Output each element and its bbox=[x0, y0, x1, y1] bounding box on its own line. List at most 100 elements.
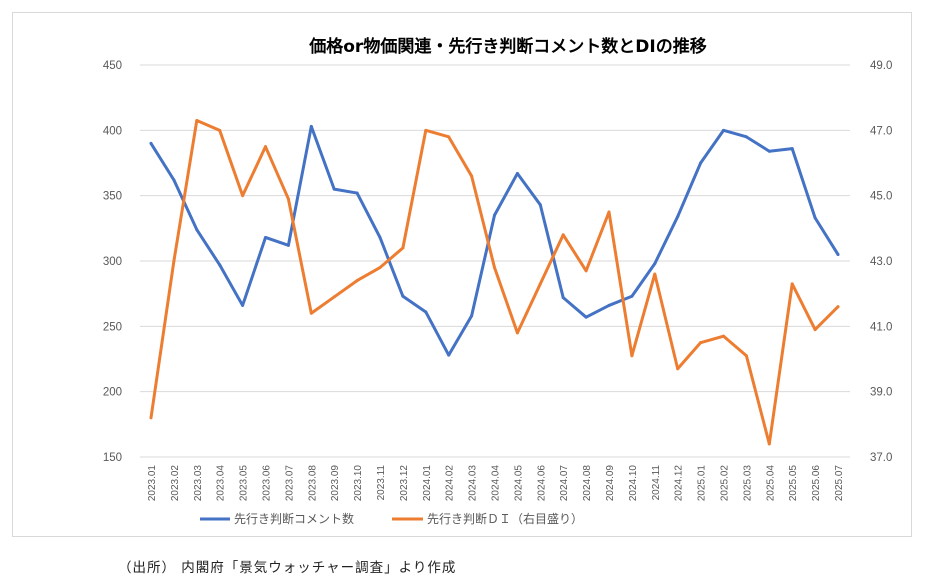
data-point bbox=[195, 228, 199, 232]
x-axis-tick-label: 2024.03 bbox=[468, 465, 479, 502]
x-axis-tick-label: 2025.05 bbox=[788, 465, 799, 502]
x-axis-tick-label: 2023.07 bbox=[284, 465, 295, 502]
x-axis-tick-label: 2024.10 bbox=[628, 465, 639, 502]
x-axis-tick-label: 2023.01 bbox=[147, 465, 158, 502]
x-axis-tick-label: 2024.11 bbox=[651, 465, 662, 501]
series-di bbox=[149, 119, 840, 446]
left-axis-tick-label: 300 bbox=[103, 256, 122, 268]
x-axis-tick-label: 2023.12 bbox=[399, 465, 410, 502]
x-axis-tick-label: 2025.06 bbox=[811, 465, 822, 502]
x-axis-tick-label: 2023.03 bbox=[193, 465, 204, 502]
x-axis-tick-label: 2025.01 bbox=[697, 465, 708, 502]
legend-label-di: 先行き判断ＤＩ（右目盛り） bbox=[427, 511, 583, 526]
left-axis-tick-label: 200 bbox=[103, 387, 122, 399]
data-point bbox=[218, 263, 222, 267]
x-axis-tick-label: 2025.03 bbox=[742, 465, 753, 502]
data-point bbox=[538, 282, 542, 286]
chart-frame bbox=[12, 12, 912, 537]
left-axis-tick-label: 350 bbox=[103, 191, 122, 203]
x-axis-tick-label: 2023.09 bbox=[330, 465, 341, 502]
data-point bbox=[630, 354, 634, 358]
data-point bbox=[653, 272, 657, 276]
x-axis-tick-label: 2024.01 bbox=[422, 465, 433, 502]
x-axis-tick-label: 2024.08 bbox=[582, 465, 593, 502]
data-point bbox=[355, 191, 359, 195]
x-axis-tick-label: 2023.02 bbox=[170, 465, 181, 502]
data-point bbox=[561, 233, 565, 237]
data-point bbox=[332, 187, 336, 191]
data-point bbox=[286, 197, 290, 201]
data-point bbox=[607, 210, 611, 214]
x-axis-tick-label: 2024.12 bbox=[674, 465, 685, 502]
data-point bbox=[149, 141, 153, 145]
data-point bbox=[332, 295, 336, 299]
data-point bbox=[813, 328, 817, 332]
data-point bbox=[172, 259, 176, 263]
x-axis-tick-label: 2025.07 bbox=[834, 465, 845, 502]
left-axis-tick-label: 400 bbox=[103, 125, 122, 137]
data-point bbox=[447, 353, 451, 357]
data-point bbox=[309, 311, 313, 315]
data-point bbox=[264, 235, 267, 239]
data-point bbox=[264, 145, 267, 149]
x-axis-tick-label: 2024.07 bbox=[559, 465, 570, 502]
x-axis-tick-label: 2024.05 bbox=[513, 465, 524, 502]
right-axis-tick-label: 43.0 bbox=[870, 256, 892, 268]
data-point bbox=[561, 296, 565, 300]
data-point bbox=[286, 243, 290, 247]
data-point bbox=[699, 161, 703, 165]
legend: 先行き判断コメント数 先行き判断ＤＩ（右目盛り） bbox=[200, 511, 583, 526]
data-point bbox=[241, 194, 245, 198]
legend-label-comments: 先行き判断コメント数 bbox=[234, 511, 354, 526]
x-axis-tick-label: 2023.08 bbox=[307, 465, 318, 502]
left-axis-tick-label: 450 bbox=[103, 60, 122, 72]
data-point bbox=[172, 178, 176, 182]
data-point bbox=[653, 262, 657, 266]
x-axis-tick-label: 2024.02 bbox=[445, 465, 456, 502]
data-point bbox=[401, 294, 405, 298]
x-axis-tick-label: 2024.06 bbox=[536, 465, 547, 502]
data-point bbox=[355, 279, 359, 283]
right-axis-tick-label: 37.0 bbox=[870, 452, 892, 464]
x-axis-tick-label: 2023.10 bbox=[353, 465, 364, 502]
x-axis-tick-label: 2023.05 bbox=[239, 465, 250, 502]
data-point bbox=[722, 334, 725, 338]
data-point bbox=[195, 119, 199, 123]
data-point bbox=[493, 266, 496, 270]
data-point bbox=[722, 128, 725, 132]
right-axis-tick-label: 45.0 bbox=[870, 191, 892, 203]
data-point bbox=[607, 303, 611, 307]
series-line-di bbox=[149, 119, 840, 446]
x-axis-tick-label: 2025.04 bbox=[765, 465, 776, 502]
x-axis-tick-label: 2023.06 bbox=[262, 465, 273, 502]
right-axis-tick-label: 49.0 bbox=[870, 60, 892, 72]
data-point bbox=[584, 269, 588, 273]
data-point bbox=[218, 128, 222, 132]
data-point bbox=[767, 149, 771, 153]
data-point bbox=[813, 216, 817, 220]
data-point bbox=[538, 203, 542, 207]
data-point bbox=[424, 128, 428, 132]
data-point bbox=[401, 246, 405, 250]
data-point bbox=[149, 416, 153, 420]
right-axis-tick-label: 39.0 bbox=[870, 387, 892, 399]
x-axis-tick-label: 2024.04 bbox=[491, 465, 502, 502]
data-point bbox=[378, 235, 382, 239]
data-point bbox=[515, 171, 519, 175]
data-point bbox=[836, 252, 840, 256]
right-axis-tick-label: 47.0 bbox=[870, 125, 892, 137]
chart-title: 価格or物価関連・先行き判断コメント数とDIの推移 bbox=[308, 36, 707, 57]
data-point bbox=[699, 341, 703, 345]
source-note: （出所） 内閣府「景気ウォッチャー調査」より作成 bbox=[118, 560, 457, 576]
x-axis-tick-label: 2024.09 bbox=[605, 465, 616, 502]
data-point bbox=[378, 266, 382, 270]
x-axis-tick-label: 2023.04 bbox=[216, 465, 227, 502]
data-point bbox=[447, 135, 451, 139]
data-point bbox=[767, 442, 771, 446]
left-axis-tick-label: 150 bbox=[103, 452, 122, 464]
x-axis-tick-label: 2025.02 bbox=[720, 465, 731, 502]
data-point bbox=[424, 310, 428, 314]
data-point bbox=[515, 331, 519, 335]
left-axis-tick-label: 250 bbox=[103, 321, 122, 333]
